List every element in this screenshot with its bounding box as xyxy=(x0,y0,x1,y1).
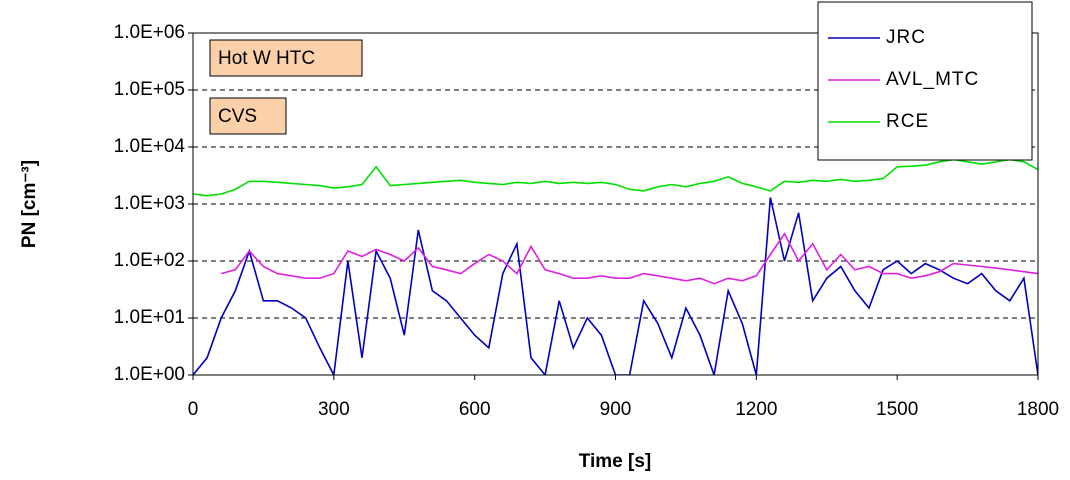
series-line xyxy=(220,232,1038,285)
annotation-box xyxy=(209,39,363,77)
annotation: Hot W HTC xyxy=(218,48,315,69)
y-tick-label: 1.0E+01 xyxy=(114,307,185,328)
x-tick-label: 1200 xyxy=(735,399,777,420)
legend-label: JRC xyxy=(886,27,926,48)
legend-box xyxy=(817,1,1033,161)
plot-frame xyxy=(192,32,1039,376)
x-axis-label: Time [s] xyxy=(579,451,652,472)
annotation-box xyxy=(209,97,287,135)
legend-label: AVL_MTC xyxy=(886,69,979,90)
legend-label: RCE xyxy=(886,111,929,132)
y-axis-label: PN [cm⁻³] xyxy=(19,160,40,248)
y-tick-label: 1.0E+03 xyxy=(114,193,185,214)
y-tick-label: 1.0E+04 xyxy=(114,136,186,157)
series-line xyxy=(193,158,1038,197)
y-tick-label: 1.0E+06 xyxy=(114,22,185,43)
series-line xyxy=(193,197,1038,375)
annotation: CVS xyxy=(218,106,257,127)
y-tick-label: 1.0E+02 xyxy=(114,250,185,271)
y-tick-label: 1.0E+05 xyxy=(114,79,185,100)
x-tick-label: 300 xyxy=(318,399,350,420)
x-tick-label: 600 xyxy=(459,399,491,420)
x-tick-label: 900 xyxy=(600,399,632,420)
x-tick-label: 1500 xyxy=(876,399,918,420)
y-tick-label: 1.0E+00 xyxy=(114,364,185,385)
x-tick-label: 0 xyxy=(188,399,199,420)
x-tick-label: 1800 xyxy=(1017,399,1059,420)
